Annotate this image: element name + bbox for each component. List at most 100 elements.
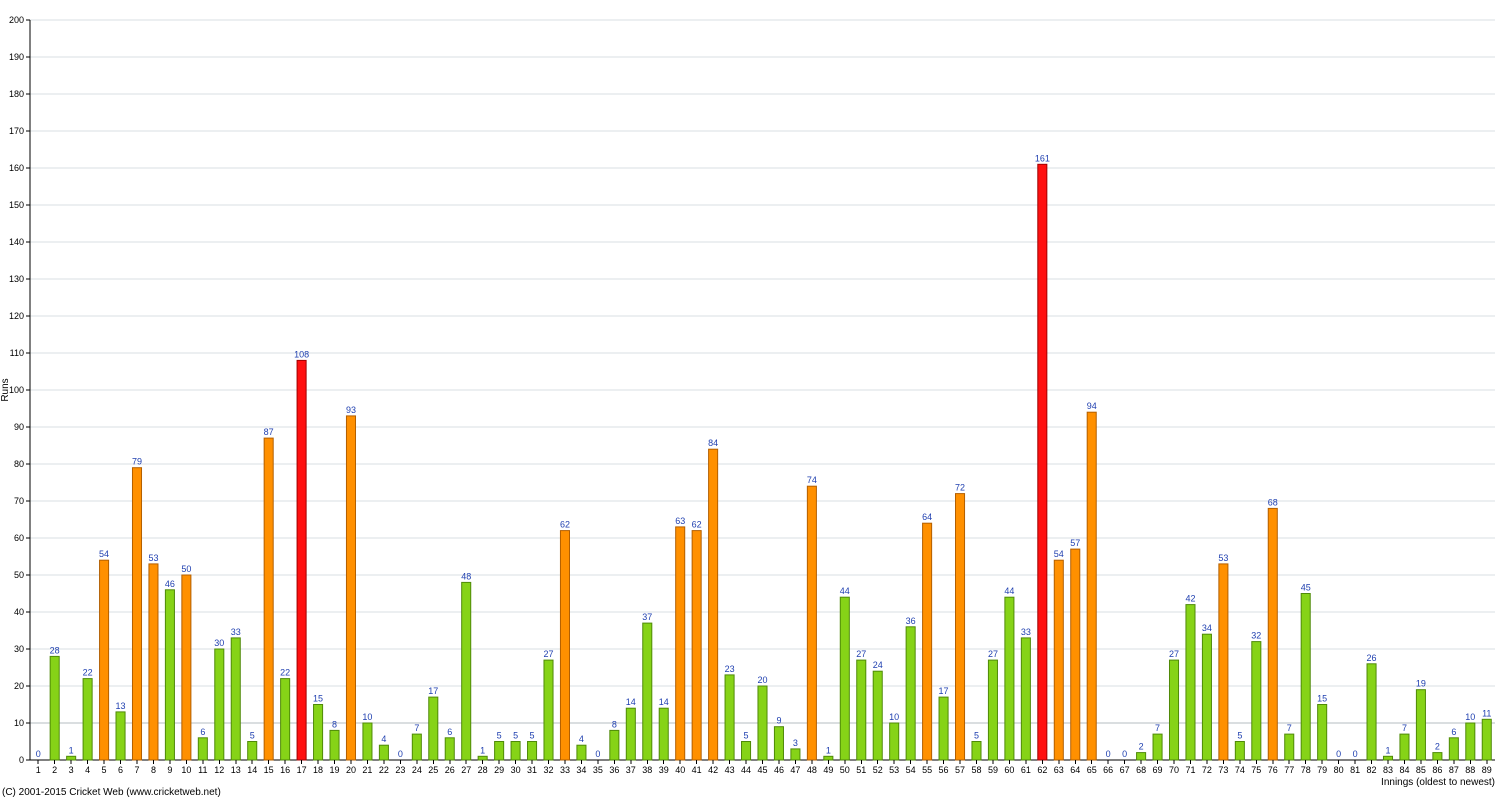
bar (659, 708, 668, 760)
x-tick-label: 86 (1432, 765, 1442, 775)
bar (857, 660, 866, 760)
bar-value-label: 30 (214, 638, 224, 648)
x-tick-label: 33 (560, 765, 570, 775)
bar-value-label: 74 (807, 475, 817, 485)
bar (379, 745, 388, 760)
bar-value-label: 14 (626, 697, 636, 707)
bar (923, 523, 932, 760)
bar (626, 708, 635, 760)
svg-text:100: 100 (9, 385, 24, 395)
bar (1466, 723, 1475, 760)
bar (906, 627, 915, 760)
bar (264, 438, 273, 760)
bar-value-label: 94 (1087, 401, 1097, 411)
x-tick-label: 2 (52, 765, 57, 775)
x-tick-label: 72 (1202, 765, 1212, 775)
bar (577, 745, 586, 760)
bar-value-label: 22 (83, 668, 93, 678)
bar-value-label: 161 (1035, 153, 1050, 163)
bar-value-label: 64 (922, 512, 932, 522)
svg-text:40: 40 (14, 607, 24, 617)
x-tick-label: 78 (1301, 765, 1311, 775)
bar-value-label: 87 (264, 427, 274, 437)
svg-text:70: 70 (14, 496, 24, 506)
bar-value-label: 27 (544, 649, 554, 659)
x-tick-label: 19 (330, 765, 340, 775)
x-tick-label: 42 (708, 765, 718, 775)
bar (149, 564, 158, 760)
x-tick-label: 6 (118, 765, 123, 775)
bar-value-label: 50 (181, 564, 191, 574)
x-tick-label: 18 (313, 765, 323, 775)
x-tick-label: 87 (1449, 765, 1459, 775)
bar (1301, 594, 1310, 761)
bar (956, 494, 965, 760)
x-tick-label: 73 (1218, 765, 1228, 775)
bar (412, 734, 421, 760)
x-tick-label: 65 (1087, 765, 1097, 775)
x-tick-label: 69 (1153, 765, 1163, 775)
bar-value-label: 5 (497, 731, 502, 741)
bar-value-label: 28 (50, 645, 60, 655)
bar (742, 742, 751, 761)
bar-value-label: 0 (1122, 749, 1127, 759)
bar-value-label: 0 (36, 749, 41, 759)
bar (100, 560, 109, 760)
bar (544, 660, 553, 760)
bar (1235, 742, 1244, 761)
bar-value-label: 84 (708, 438, 718, 448)
svg-text:180: 180 (9, 89, 24, 99)
svg-text:170: 170 (9, 126, 24, 136)
x-tick-label: 34 (576, 765, 586, 775)
bar-value-label: 68 (1268, 497, 1278, 507)
x-tick-label: 71 (1185, 765, 1195, 775)
bar (1005, 597, 1014, 760)
bar (1367, 664, 1376, 760)
bar-value-label: 8 (332, 719, 337, 729)
bar (1137, 753, 1146, 760)
bar-value-label: 54 (99, 549, 109, 559)
x-tick-label: 11 (198, 765, 207, 775)
bar (1054, 560, 1063, 760)
bar (791, 749, 800, 760)
bar-value-label: 6 (447, 727, 452, 737)
x-tick-label: 82 (1367, 765, 1377, 775)
x-tick-label: 61 (1021, 765, 1031, 775)
svg-text:Runs: Runs (0, 378, 11, 401)
x-tick-label: 79 (1317, 765, 1327, 775)
bar (314, 705, 323, 761)
x-tick-label: 7 (134, 765, 139, 775)
bar (462, 582, 471, 760)
x-tick-label: 10 (181, 765, 191, 775)
bar-value-label: 15 (1317, 694, 1327, 704)
x-tick-label: 88 (1465, 765, 1475, 775)
bar (528, 742, 537, 761)
bar-value-label: 7 (1155, 723, 1160, 733)
x-tick-label: 27 (461, 765, 471, 775)
svg-text:0: 0 (19, 755, 24, 765)
x-tick-label: 15 (264, 765, 274, 775)
x-tick-label: 29 (494, 765, 504, 775)
bar (1318, 705, 1327, 761)
x-tick-label: 57 (955, 765, 965, 775)
x-tick-label: 12 (214, 765, 224, 775)
svg-text:110: 110 (10, 348, 24, 358)
x-tick-label: 67 (1120, 765, 1130, 775)
bar (83, 679, 92, 760)
x-tick-label: 49 (823, 765, 833, 775)
bar-value-label: 33 (1021, 627, 1031, 637)
bar-value-label: 8 (612, 719, 617, 729)
bar-value-label: 9 (776, 716, 781, 726)
x-tick-label: 30 (511, 765, 521, 775)
x-tick-label: 58 (971, 765, 981, 775)
bar-value-label: 5 (530, 731, 535, 741)
x-tick-label: 56 (939, 765, 949, 775)
x-tick-label: 17 (297, 765, 307, 775)
svg-text:140: 140 (9, 237, 24, 247)
svg-text:60: 60 (14, 533, 24, 543)
x-tick-label: 39 (659, 765, 669, 775)
bar (50, 656, 59, 760)
bar-value-label: 54 (1054, 549, 1064, 559)
bar-value-label: 15 (313, 694, 323, 704)
bar-value-label: 37 (642, 612, 652, 622)
